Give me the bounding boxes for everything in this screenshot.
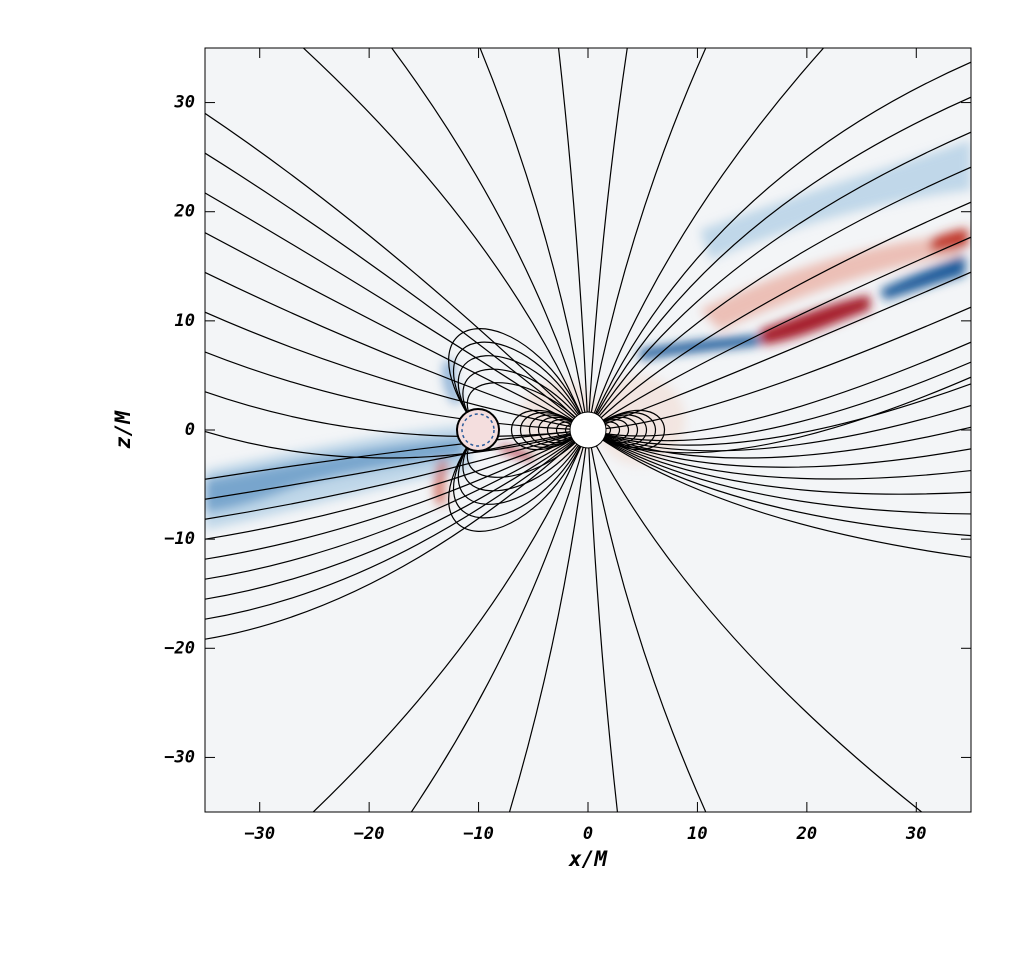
field-line bbox=[205, 429, 589, 600]
field-line bbox=[587, 361, 971, 442]
x-tick-label: 30 bbox=[905, 824, 926, 844]
field-line bbox=[587, 48, 825, 431]
x-tick-label: −20 bbox=[354, 824, 385, 844]
field-line bbox=[453, 429, 589, 519]
field-line bbox=[462, 429, 589, 492]
field-line bbox=[557, 48, 589, 431]
field-line bbox=[587, 306, 971, 431]
field-line bbox=[205, 311, 589, 431]
field-line bbox=[587, 166, 971, 431]
field-line bbox=[462, 368, 589, 431]
field-line bbox=[587, 429, 971, 515]
x-axis-label: x/M bbox=[568, 847, 608, 871]
field-line bbox=[520, 412, 589, 448]
y-tick-label: 30 bbox=[174, 93, 195, 113]
field-line bbox=[205, 429, 589, 459]
field-line bbox=[205, 429, 589, 560]
field-line bbox=[587, 414, 648, 446]
field-line bbox=[537, 416, 589, 444]
field-line bbox=[205, 112, 589, 431]
field-line bbox=[587, 416, 639, 444]
y-tick-label: 10 bbox=[175, 311, 195, 331]
field-line bbox=[508, 429, 589, 812]
field-line bbox=[587, 383, 971, 446]
y-tick-label: −20 bbox=[164, 638, 195, 658]
field-line bbox=[205, 192, 589, 431]
field-line bbox=[587, 429, 619, 812]
field-line bbox=[205, 391, 589, 438]
field-line bbox=[205, 429, 589, 540]
field-line bbox=[390, 48, 589, 431]
x-tick-label: 20 bbox=[796, 824, 817, 844]
field-colormap bbox=[205, 48, 971, 812]
y-tick-label: 0 bbox=[185, 420, 195, 440]
field-line bbox=[448, 429, 589, 532]
y-tick-label: −10 bbox=[164, 529, 195, 549]
y-tick-label: −30 bbox=[164, 747, 195, 767]
field-line bbox=[457, 355, 589, 431]
field-line bbox=[587, 419, 629, 441]
field-line bbox=[448, 328, 589, 431]
field-line bbox=[587, 429, 971, 558]
y-tick-label: 20 bbox=[174, 202, 195, 222]
field-line bbox=[205, 152, 589, 431]
field-line bbox=[453, 341, 589, 431]
field-line bbox=[587, 426, 971, 459]
field-line bbox=[587, 341, 971, 437]
x-tick-label: 0 bbox=[583, 824, 593, 844]
field-line bbox=[528, 414, 589, 446]
field-line bbox=[547, 419, 589, 441]
field-line bbox=[587, 201, 971, 431]
field-line bbox=[302, 48, 589, 431]
field-line bbox=[587, 429, 707, 812]
field-line bbox=[587, 131, 971, 431]
field-line bbox=[205, 429, 589, 580]
field-line bbox=[205, 429, 589, 520]
field-line bbox=[479, 48, 589, 431]
field-line bbox=[587, 429, 971, 495]
field-line bbox=[587, 412, 656, 448]
field-line bbox=[587, 48, 628, 431]
field-line bbox=[205, 429, 589, 640]
x-tick-label: 10 bbox=[687, 824, 707, 844]
field-line bbox=[410, 429, 589, 812]
field-line bbox=[205, 351, 589, 431]
field-line bbox=[205, 429, 589, 480]
field-line bbox=[587, 236, 971, 431]
field-line bbox=[587, 429, 923, 812]
field-line bbox=[312, 429, 589, 812]
field-line bbox=[587, 48, 707, 431]
field-line bbox=[457, 429, 589, 505]
field-line bbox=[587, 429, 971, 537]
field-line bbox=[587, 61, 971, 431]
y-axis-label: z/M bbox=[111, 410, 135, 449]
field-line bbox=[587, 96, 971, 431]
field-line bbox=[510, 409, 589, 451]
field-line bbox=[205, 231, 589, 431]
field-line bbox=[205, 429, 589, 620]
field-line bbox=[587, 409, 666, 451]
x-tick-label: −30 bbox=[244, 824, 275, 844]
x-tick-label: −10 bbox=[463, 824, 494, 844]
